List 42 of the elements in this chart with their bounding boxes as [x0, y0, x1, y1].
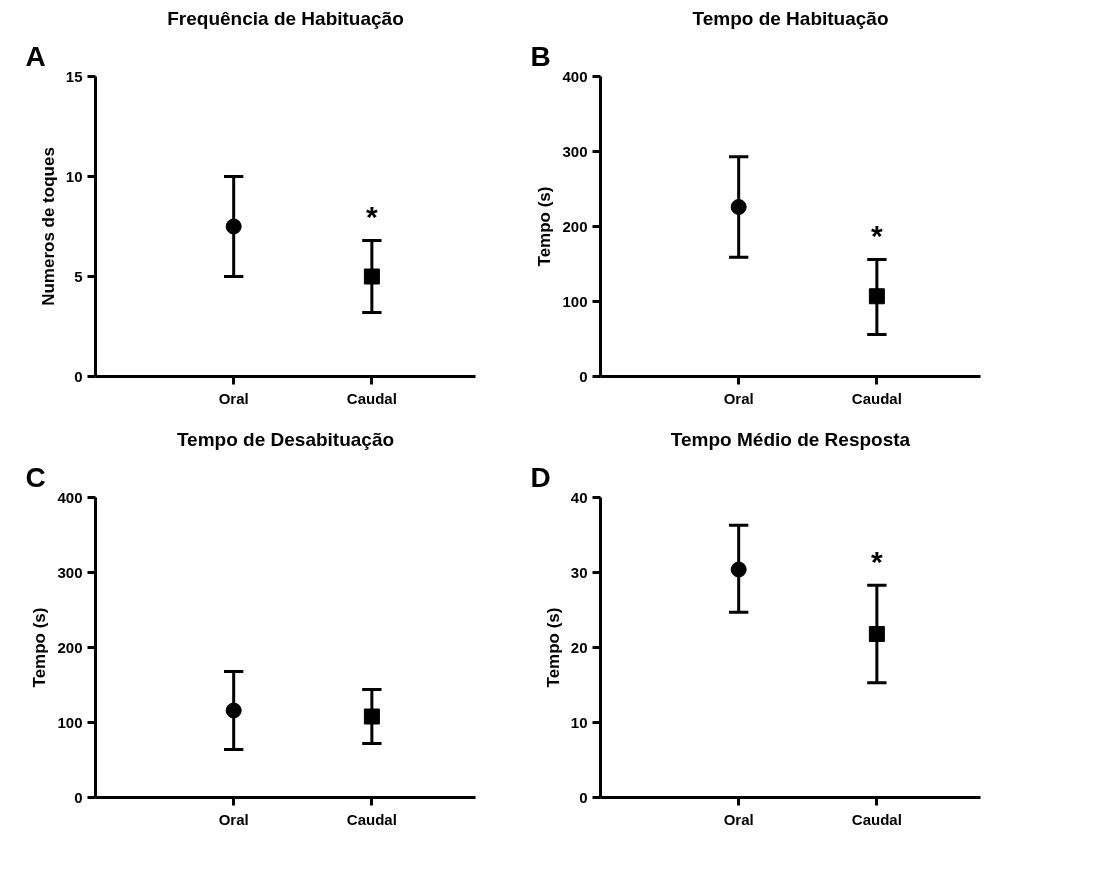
text: C: [25, 461, 46, 493]
y-tick-label: 0: [579, 788, 588, 806]
chart-title: Tempo Médio de Resposta: [670, 428, 911, 450]
x-tick-label: Caudal: [346, 810, 397, 828]
chart-title: Frequência de Habituação: [167, 7, 404, 29]
y-tick-label: 15: [65, 67, 83, 85]
y-tick-label: 400: [57, 488, 83, 506]
y-tick-label: 400: [562, 67, 588, 85]
x-tick-label: Oral: [218, 810, 249, 828]
text: B: [530, 40, 551, 72]
y-tick-label: 300: [562, 142, 588, 160]
text: A: [25, 40, 46, 72]
y-axis-title: Tempo (s): [543, 607, 563, 688]
chart-title: Tempo de Habituação: [692, 7, 889, 29]
y-tick-label: 0: [579, 367, 588, 385]
y-tick-label: 200: [57, 638, 83, 656]
x-tick-label: Caudal: [851, 810, 902, 828]
y-tick-label: 20: [570, 638, 588, 656]
annotation: *: [366, 200, 379, 233]
y-tick-label: 100: [562, 292, 588, 310]
x-tick-label: Oral: [218, 389, 249, 407]
x-tick-label: Oral: [723, 389, 754, 407]
y-tick-label: 200: [562, 217, 588, 235]
x-tick-label: Caudal: [346, 389, 397, 407]
y-tick-label: 0: [74, 788, 83, 806]
y-tick-label: 30: [570, 563, 588, 581]
y-axis-title: Tempo (s): [30, 607, 50, 688]
y-tick-label: 5: [74, 267, 83, 285]
y-tick-label: 300: [57, 563, 83, 581]
y-tick-label: 10: [65, 167, 83, 185]
annotation: *: [871, 219, 884, 252]
chart-title: Tempo de Desabituação: [176, 428, 395, 450]
y-tick-label: 0: [74, 367, 83, 385]
y-axis-title: Tempo (s): [535, 186, 555, 267]
y-tick-label: 40: [570, 488, 588, 506]
x-tick-label: Caudal: [851, 389, 902, 407]
y-axis-title: Numeros de toques: [38, 147, 58, 306]
y-tick-label: 10: [570, 713, 588, 731]
x-tick-label: Oral: [723, 810, 754, 828]
annotation: *: [871, 544, 884, 578]
text: D: [530, 461, 551, 493]
y-tick-label: 100: [57, 713, 83, 731]
